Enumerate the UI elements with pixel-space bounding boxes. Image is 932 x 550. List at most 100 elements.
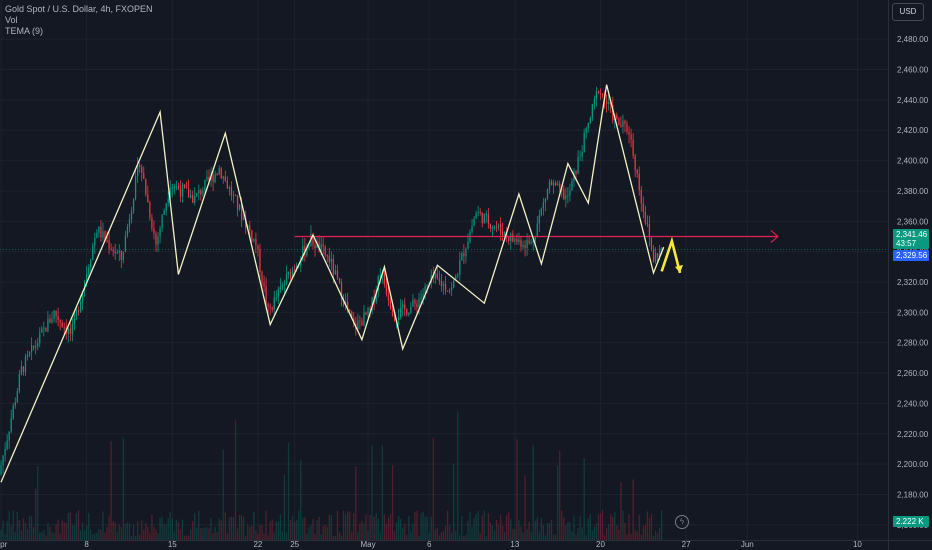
volume-bar <box>512 528 514 540</box>
volume-bar <box>593 526 596 540</box>
volume-bar <box>506 515 508 540</box>
volume-bar <box>336 510 339 540</box>
candle-body <box>155 233 157 245</box>
candle-body <box>518 239 520 242</box>
volume-bar <box>432 437 434 540</box>
candle-body <box>473 218 475 226</box>
candle-body <box>387 294 390 301</box>
candle-body <box>73 315 76 325</box>
lightning-circle-icon[interactable]: ϟ <box>675 515 689 529</box>
volume-bar <box>363 523 365 540</box>
candle-body <box>196 193 198 196</box>
candle-body <box>489 223 492 229</box>
candle-body <box>389 300 392 309</box>
candle-body <box>451 287 453 291</box>
candle-body <box>102 231 104 238</box>
volume-bar <box>418 535 420 540</box>
volume-bar <box>479 533 481 540</box>
volume-bar <box>565 525 567 540</box>
volume-indicator-label[interactable]: Vol <box>5 15 18 25</box>
candle-body <box>228 187 231 189</box>
candle-body <box>283 283 286 285</box>
volume-bar <box>92 534 94 540</box>
volume-bar <box>610 513 612 540</box>
volume-bar <box>37 466 39 540</box>
volume-bar <box>459 535 461 540</box>
volume-bar <box>192 521 194 540</box>
candle-body <box>259 248 261 273</box>
currency-selector[interactable]: USD <box>892 3 924 21</box>
volume-value-tag: 2.222 K <box>893 516 929 527</box>
volume-bar <box>196 527 198 540</box>
volume-bar <box>267 535 269 540</box>
tema-indicator-label[interactable]: TEMA (9) <box>5 26 44 36</box>
candle-body <box>169 189 171 199</box>
candle-body <box>2 455 4 466</box>
volume-bar <box>465 534 467 540</box>
volume-bar <box>524 475 526 540</box>
candle-body <box>116 252 118 254</box>
candle-body <box>661 247 663 249</box>
candle-body <box>479 211 481 213</box>
volume-bar <box>232 517 235 540</box>
candle-body <box>436 273 439 279</box>
volume-bar <box>296 519 298 540</box>
candle-body <box>308 246 310 249</box>
volume-bar <box>420 512 422 540</box>
volume-bar <box>338 532 341 540</box>
candle-body <box>198 189 200 194</box>
volume-bar <box>487 513 489 540</box>
volume-bar <box>169 511 171 540</box>
candle-body <box>442 283 445 287</box>
volume-bar <box>257 534 259 540</box>
volume-bar <box>532 444 534 540</box>
volume-bar <box>28 516 31 540</box>
y-tick-label: 2,460.00 <box>897 66 929 75</box>
volume-bar <box>20 530 23 540</box>
volume-bar <box>622 510 624 540</box>
volume-bar <box>499 515 502 540</box>
candle-body <box>120 250 122 261</box>
candle-body <box>648 223 651 238</box>
volume-bar <box>238 515 241 540</box>
candle-body <box>137 164 139 177</box>
candle-body <box>151 217 153 229</box>
y-tick-label: 2,200.00 <box>897 460 929 469</box>
volume-bar <box>597 514 600 540</box>
volume-bar <box>141 520 143 540</box>
candle-body <box>499 224 502 232</box>
volume-bar <box>218 518 220 540</box>
candle-body <box>163 210 165 215</box>
volume-bar <box>563 517 565 540</box>
candle-body <box>365 312 367 315</box>
candle-body <box>147 194 149 202</box>
candle-body <box>453 280 455 288</box>
volume-bar <box>406 534 408 540</box>
volume-bar <box>347 511 349 540</box>
candle-body <box>481 212 483 224</box>
candle-body <box>408 313 410 315</box>
volume-bar <box>281 531 284 540</box>
candle-body <box>410 306 412 314</box>
candle-body <box>644 211 646 224</box>
candle-body <box>338 278 341 283</box>
volume-bar <box>298 511 300 540</box>
y-tick-label: 2,380.00 <box>897 187 929 196</box>
projection-arrow-path <box>660 236 682 274</box>
volume-bar <box>334 535 337 540</box>
volume-bar <box>654 530 657 540</box>
candle-body <box>595 91 598 99</box>
candle-body <box>357 320 359 329</box>
volume-bar <box>469 511 471 540</box>
candle-body <box>230 187 233 196</box>
volume-bar <box>387 517 390 540</box>
volume-bar <box>57 519 59 540</box>
symbol-title[interactable]: Gold Spot / U.S. Dollar, 4h, FXOPEN <box>5 4 153 14</box>
volume-bar <box>483 510 485 540</box>
candle-body <box>77 310 80 312</box>
candle-body <box>10 418 12 432</box>
candle-body <box>575 171 577 174</box>
volume-bar <box>65 523 67 540</box>
volume-bar <box>589 514 591 540</box>
